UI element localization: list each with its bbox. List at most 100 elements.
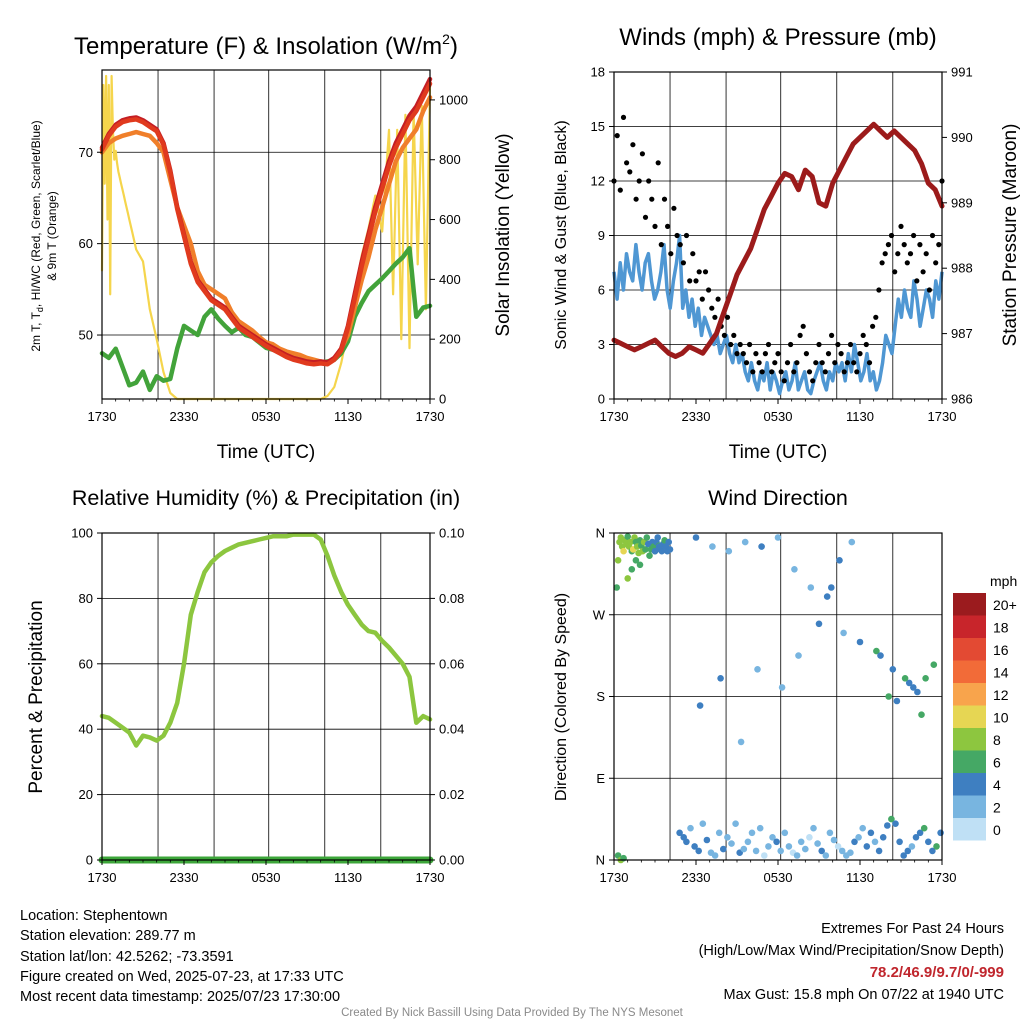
legend-label-2: 16 xyxy=(993,642,1009,658)
gust-point-76 xyxy=(851,360,857,366)
gust-point-48 xyxy=(762,351,769,357)
direction-point-115 xyxy=(709,543,716,550)
x-tick-label-1730: 1730 xyxy=(928,870,957,885)
y-right-tick-label-0.06: 0.06 xyxy=(439,656,464,671)
gust-point-4 xyxy=(624,160,630,166)
y-right-tick-label-1000: 1000 xyxy=(439,92,468,107)
legend-swatch-10 xyxy=(953,818,986,841)
direction-point-139 xyxy=(737,738,745,746)
gust-point-52 xyxy=(775,351,781,357)
direction-point-99 xyxy=(892,820,899,827)
gust-point-37 xyxy=(728,341,734,348)
temperature-axes: 1730 2330 0530 1130 1730 50 60 70 0 200 400 600 800 1… xyxy=(79,92,468,424)
direction-point-140 xyxy=(754,666,761,673)
x-tick-label-2330: 2330 xyxy=(682,409,711,424)
gust-point-72 xyxy=(838,351,844,357)
gust-point-6 xyxy=(630,142,636,148)
extremes-subtitle: (High/Low/Max Wind/Precipitation/Snow De… xyxy=(698,943,1004,959)
gust-point-93 xyxy=(904,260,910,266)
winds-series xyxy=(611,114,945,396)
heat_index-line xyxy=(99,81,433,367)
direction-point-69 xyxy=(769,834,776,841)
direction-point-109 xyxy=(933,843,940,850)
gust-point-17 xyxy=(665,223,671,229)
temperature-right-axis-label: Solar Insolation (Yellow) xyxy=(493,133,514,336)
y-right-tick-label-987: 987 xyxy=(951,326,973,341)
gust-point-30 xyxy=(706,287,712,293)
legend-swatch-3 xyxy=(953,660,986,683)
direction-point-10 xyxy=(627,538,634,546)
direction-point-8 xyxy=(624,533,631,540)
direction-point-78 xyxy=(806,834,813,841)
direction-point-117 xyxy=(741,538,749,546)
gust-point-70 xyxy=(832,360,838,366)
temperature-series xyxy=(99,74,433,401)
direction-point-67 xyxy=(761,852,768,859)
gust-point-61 xyxy=(803,351,810,357)
y-tick-label-60: 60 xyxy=(79,236,93,251)
gust-point-78 xyxy=(857,351,863,357)
direction-point-92 xyxy=(863,843,871,850)
y-right-tick-label-600: 600 xyxy=(439,212,461,227)
direction-point-5 xyxy=(620,547,627,555)
direction-point-103 xyxy=(908,843,916,850)
station-latlon: Station lat/lon: 42.5262; -73.3591 xyxy=(20,948,234,965)
gust-point-12 xyxy=(649,196,655,202)
y-tick-label-0: 0 xyxy=(598,392,605,407)
x-tick-label-2330: 2330 xyxy=(682,870,711,885)
gust-point-15 xyxy=(658,242,664,248)
gust-point-38 xyxy=(731,332,737,338)
extremes-title: Extremes For Past 24 Hours xyxy=(821,921,1004,937)
credit-line: Created By Nick Bassill Using Data Provi… xyxy=(341,1007,683,1019)
direction-point-70 xyxy=(773,838,780,846)
direction-point-135 xyxy=(910,684,917,691)
gust-point-87 xyxy=(885,242,892,248)
direction-point-94 xyxy=(871,838,879,846)
direction-point-73 xyxy=(785,843,793,850)
gust-point-90 xyxy=(895,251,901,257)
y-right-tick-label-0.10: 0.10 xyxy=(439,526,464,541)
direction-point-120 xyxy=(791,566,798,573)
humidity-panel: Relative Humidity (%) & Precipitation (i… xyxy=(26,486,464,885)
direction-point-83 xyxy=(826,829,834,837)
y-right-tick-label-0.04: 0.04 xyxy=(439,722,464,737)
direction-point-101 xyxy=(900,852,907,859)
legend-label-7: 6 xyxy=(993,755,1001,771)
y-right-tick-label-0.08: 0.08 xyxy=(439,591,464,606)
x-tick-label-1730: 1730 xyxy=(416,870,445,885)
gust-point-66 xyxy=(819,360,825,366)
gust-point-23 xyxy=(683,232,690,239)
y-tick-label-9: 9 xyxy=(598,228,605,243)
gust-point-42 xyxy=(743,360,750,366)
direction-point-142 xyxy=(795,652,802,659)
direction-point-134 xyxy=(901,675,909,682)
gust-point-21 xyxy=(677,242,683,248)
legend-label-3: 14 xyxy=(993,665,1009,681)
direction-point-58 xyxy=(724,834,731,841)
direction-point-97 xyxy=(884,822,891,829)
direction-point-52 xyxy=(699,820,707,827)
gust-point-55 xyxy=(784,360,791,366)
direction-point-45 xyxy=(655,543,663,550)
gust-point-74 xyxy=(844,360,851,366)
gust-point-19 xyxy=(671,205,677,211)
gust-point-97 xyxy=(917,242,923,248)
extremes-block: Extremes For Past 24 Hours (High/Low/Max… xyxy=(699,918,1004,1006)
gust-point-102 xyxy=(933,260,939,266)
legend-swatch-1 xyxy=(953,615,986,638)
gust-point-9 xyxy=(639,151,646,157)
x-tick-label-1130: 1130 xyxy=(846,870,874,885)
direction-point-0 xyxy=(613,584,620,591)
direction-point-126 xyxy=(889,666,897,673)
gust-point-100 xyxy=(926,287,933,293)
y-tick-label-3: 3 xyxy=(598,337,605,352)
direction-point-30 xyxy=(654,534,661,541)
humidity-y-axis-label: Percent & Precipitation xyxy=(26,600,47,793)
direction-point-143 xyxy=(815,620,823,628)
temperature-panel-title: Temperature (F) & Insolation (W/m2) xyxy=(74,31,458,60)
direction-point-136 xyxy=(918,711,925,718)
humidity-panel-title: Relative Humidity (%) & Precipitation (i… xyxy=(72,486,460,510)
gust-point-27 xyxy=(696,269,702,275)
gust-point-92 xyxy=(901,242,907,248)
direction-tick-label-2: S xyxy=(596,689,605,704)
